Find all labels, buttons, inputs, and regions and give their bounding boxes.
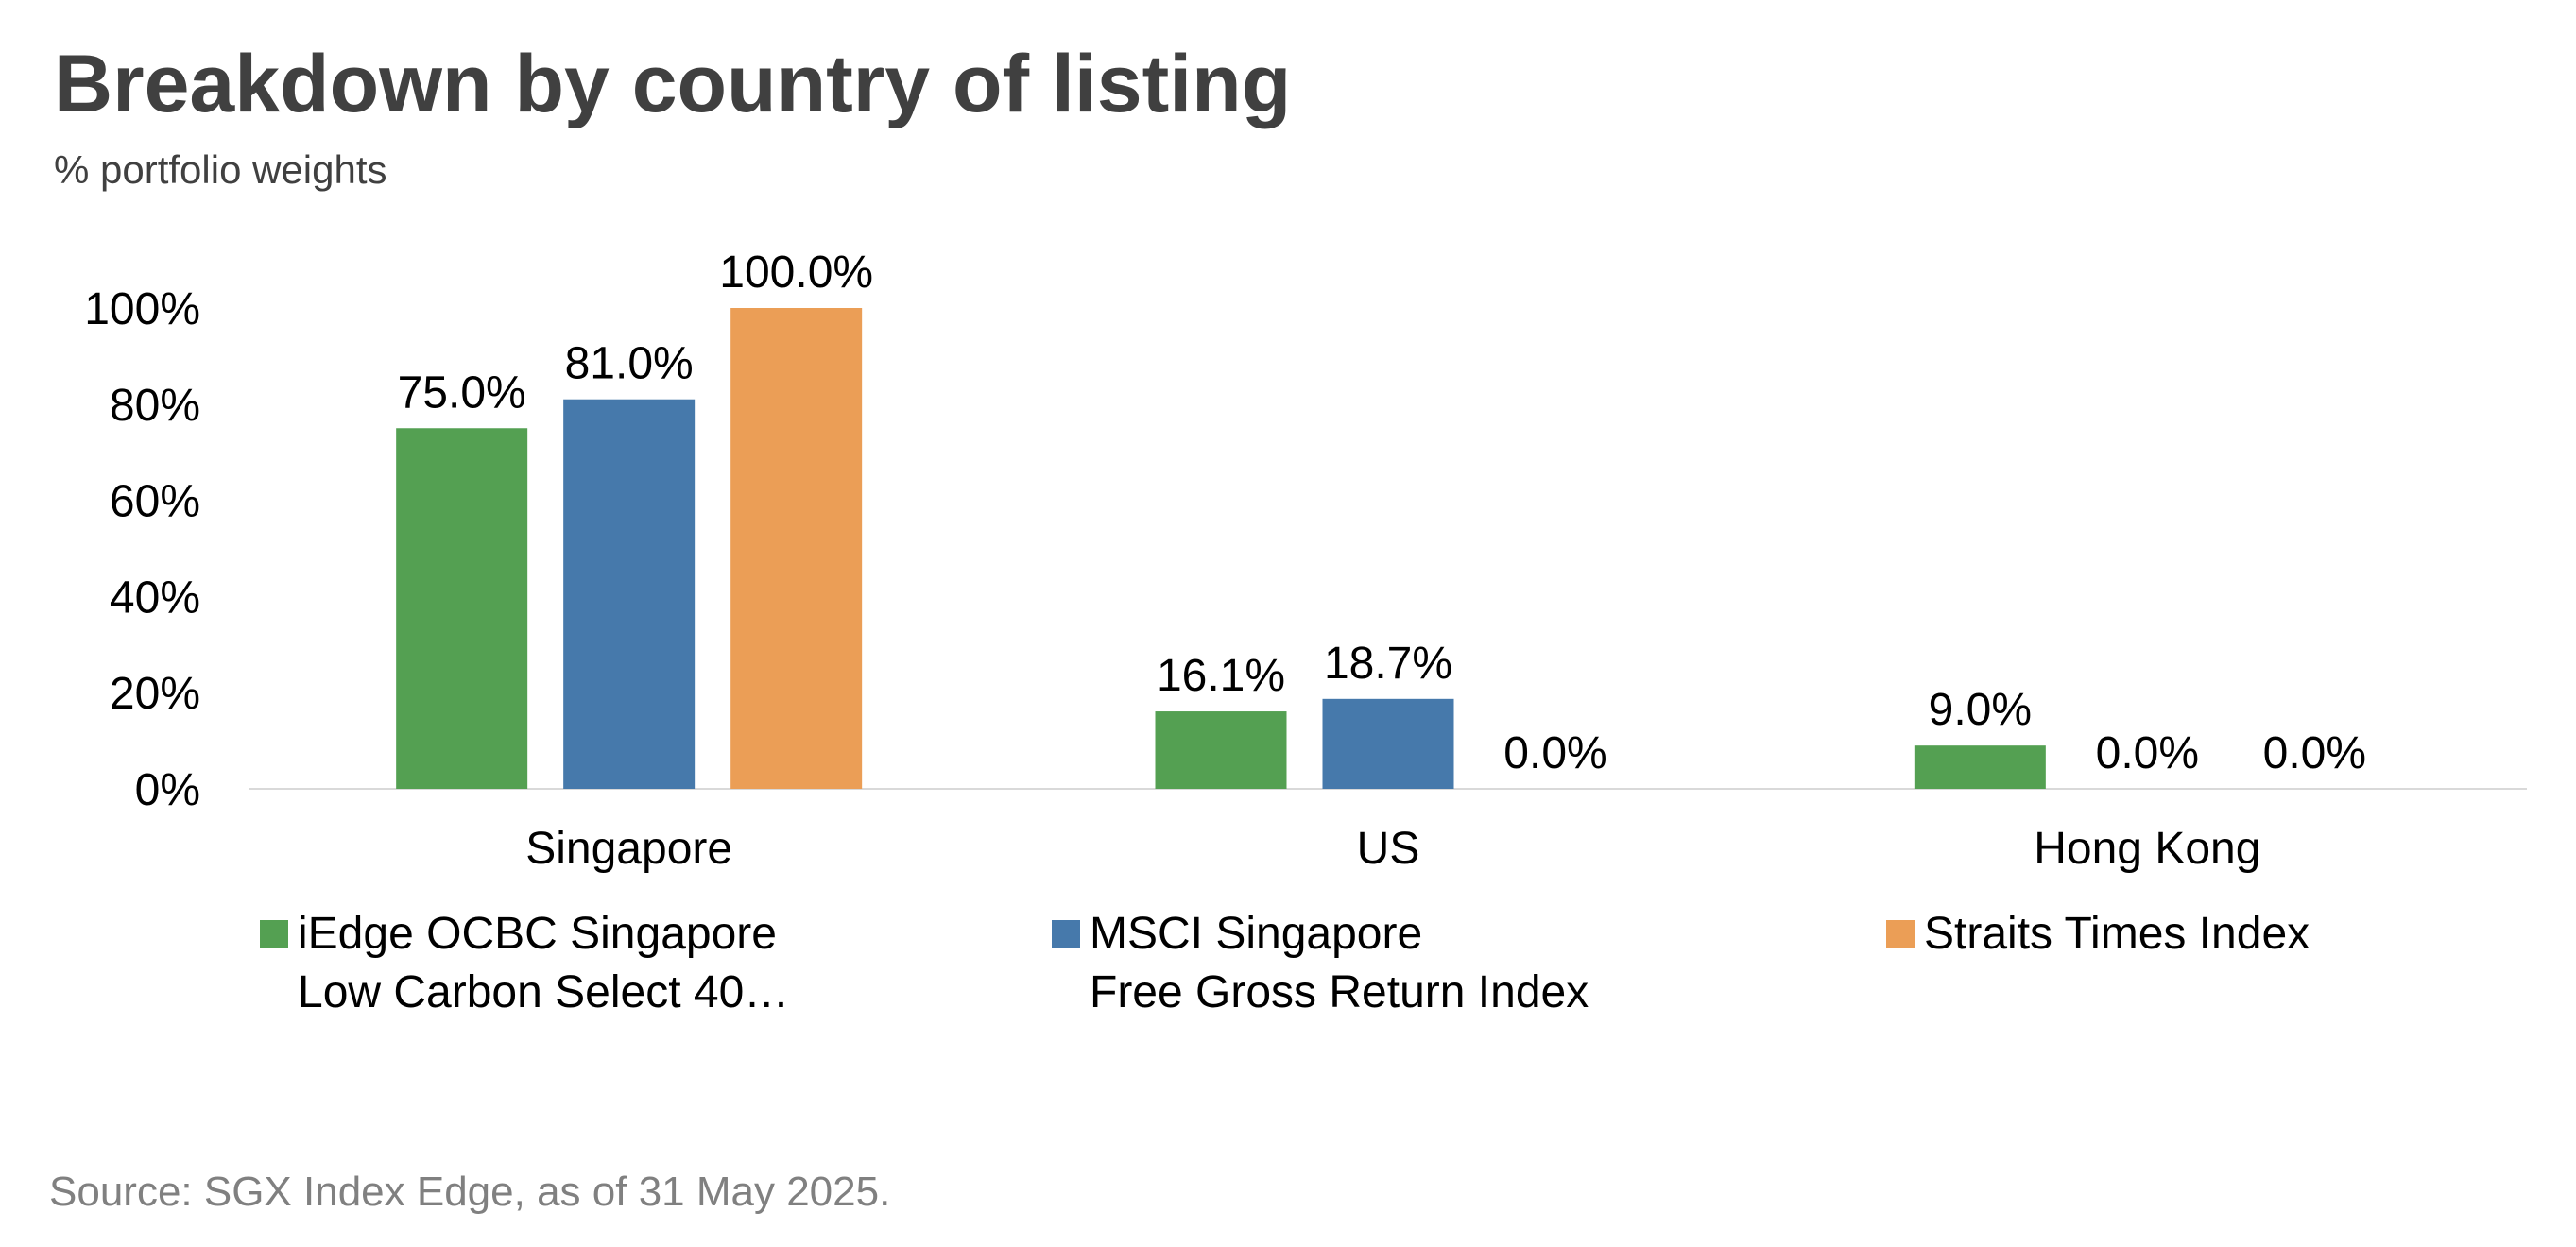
bar [730, 308, 863, 789]
x-tick-label: Hong Kong [2034, 824, 2260, 874]
bar [1322, 698, 1454, 789]
legend-swatch [1886, 920, 1915, 948]
legend-label: iEdge OCBC Singapore Low Carbon Select 4… [298, 909, 790, 1017]
legend-label: Straits Times Index [1924, 909, 2310, 959]
y-tick-label: 100% [84, 284, 200, 334]
legend-swatch [1052, 920, 1080, 948]
x-tick-label: US [1357, 824, 1420, 874]
data-label: 75.0% [398, 367, 526, 418]
legend-swatch [260, 920, 288, 948]
y-tick-label: 0% [135, 765, 200, 815]
legend-label: MSCI Singapore Free Gross Return Index [1090, 909, 1589, 1017]
data-label: 9.0% [1929, 685, 2032, 735]
y-tick-label: 40% [110, 572, 200, 623]
bar [1155, 711, 1287, 789]
y-tick-label: 20% [110, 669, 200, 719]
legend-item: iEdge OCBC Singapore Low Carbon Select 4… [260, 905, 789, 1022]
data-label: 0.0% [1503, 728, 1606, 778]
y-tick-label: 80% [110, 381, 200, 431]
bar [396, 428, 528, 789]
bar [1914, 745, 2046, 789]
x-tick-label: Singapore [525, 824, 732, 874]
data-label: 100.0% [719, 248, 873, 298]
data-label: 0.0% [2096, 728, 2199, 778]
data-label: 18.7% [1324, 639, 1452, 689]
bar [563, 399, 696, 789]
data-label: 16.1% [1157, 651, 1285, 701]
chart-title: Breakdown by country of listing [54, 39, 1291, 129]
source-note: Source: SGX Index Edge, as of 31 May 202… [49, 1169, 890, 1215]
data-label: 81.0% [565, 339, 694, 389]
chart-subtitle: % portfolio weights [54, 147, 387, 192]
legend-item: MSCI Singapore Free Gross Return Index [1052, 905, 1589, 1022]
legend-item: Straits Times Index [1886, 905, 2310, 964]
data-label: 0.0% [2263, 728, 2366, 778]
y-tick-label: 60% [110, 477, 200, 527]
